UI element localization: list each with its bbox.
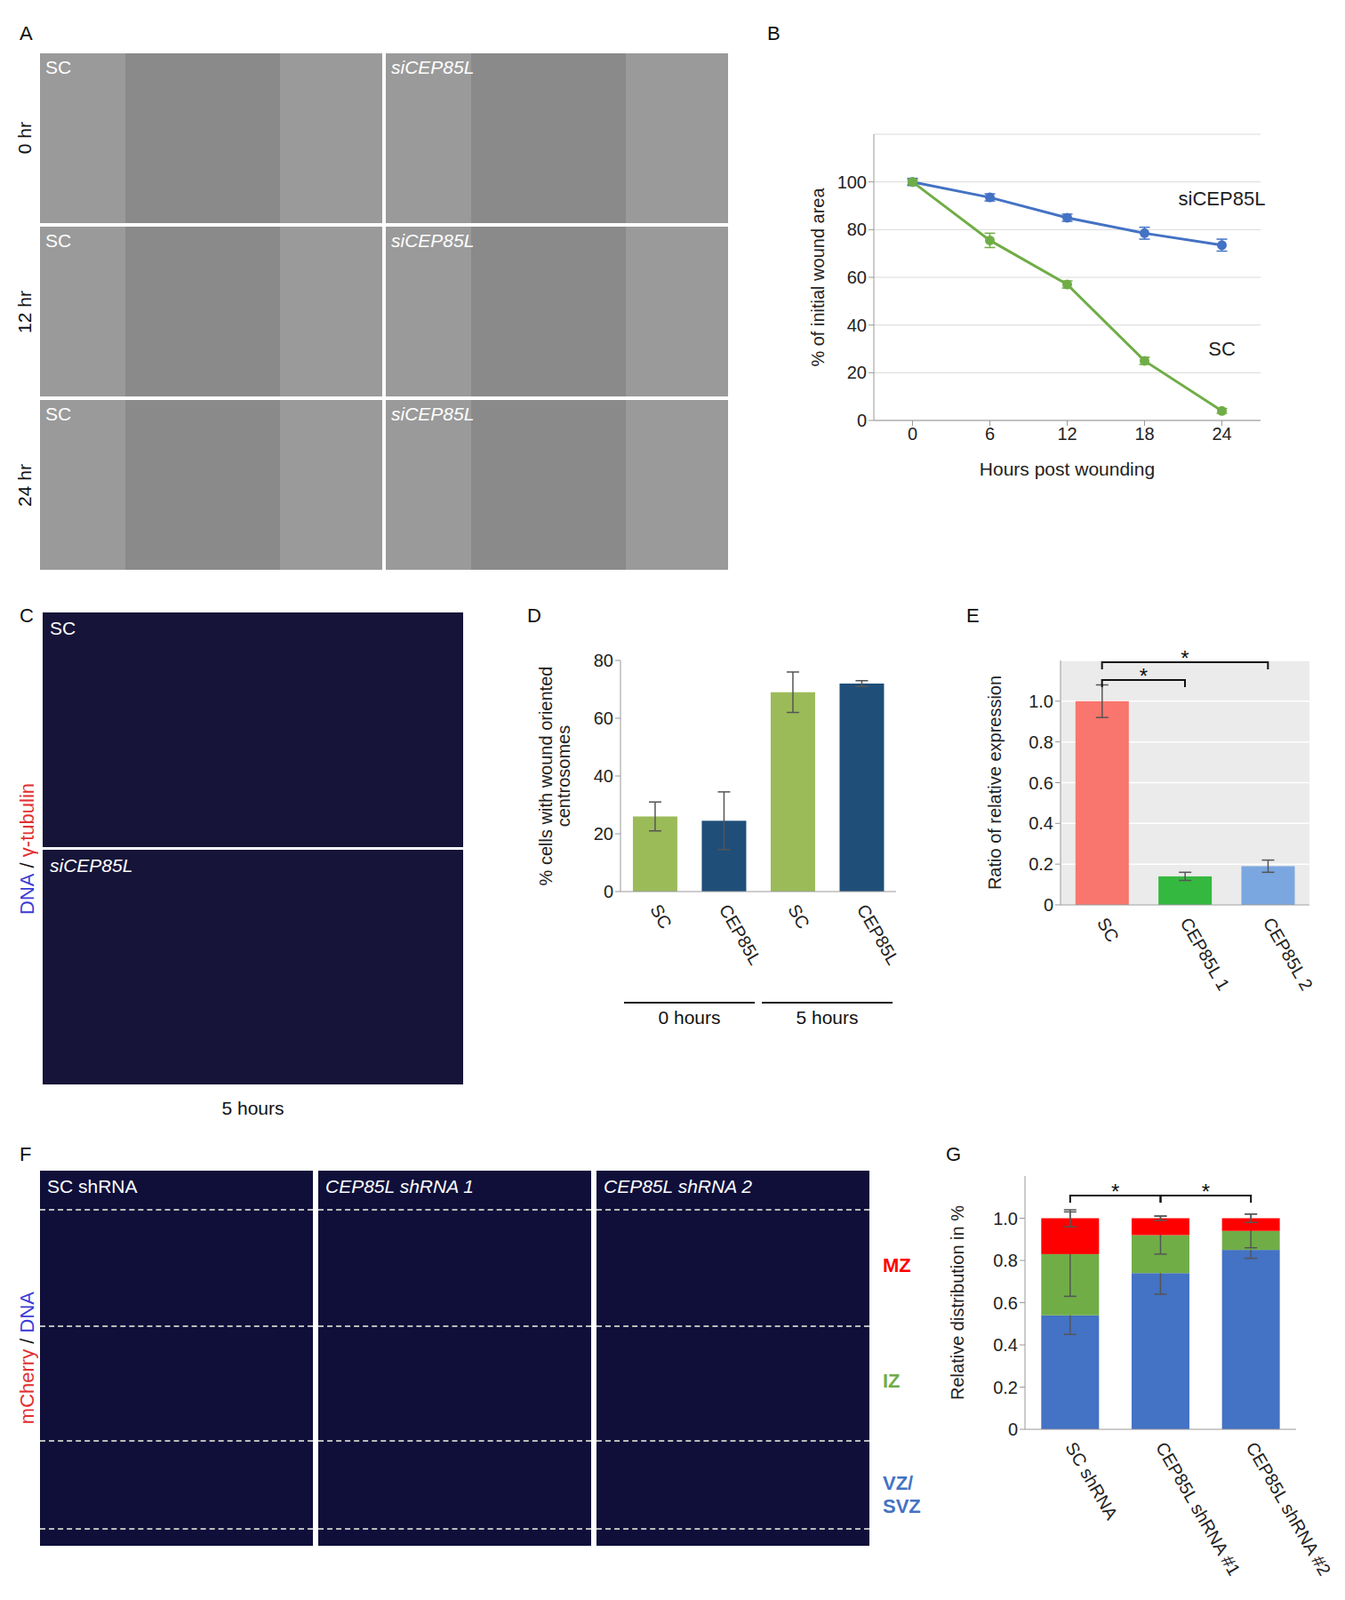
svg-text:0.8: 0.8 <box>1028 732 1054 753</box>
svg-text:40: 40 <box>847 315 867 336</box>
html-text:DNA: DNA <box>16 872 39 915</box>
html-text:mCherry: mCherry <box>16 1349 39 1425</box>
svg-text:*: * <box>1180 646 1189 671</box>
html-text:CEP85L shRNA 1: CEP85L shRNA 1 <box>325 1176 474 1197</box>
svg-text:0.8: 0.8 <box>992 1250 1018 1271</box>
svg-text:40: 40 <box>593 766 614 786</box>
svg-text:Ratio of relative expression: Ratio of relative expression <box>984 675 1005 890</box>
svg-text:24: 24 <box>1211 424 1232 444</box>
svg-text:0.2: 0.2 <box>1028 854 1054 874</box>
svg-text:SC: SC <box>784 901 814 933</box>
svg-text:1.0: 1.0 <box>1028 691 1054 712</box>
svg-text:CEP85L shRNA #1: CEP85L shRNA #1 <box>1152 1439 1245 1580</box>
html-text:SC shRNA: SC shRNA <box>47 1176 138 1197</box>
svg-text:SC: SC <box>1093 914 1123 946</box>
svg-text:0.4: 0.4 <box>1028 813 1054 833</box>
html-text:0 hr: 0 hr <box>14 122 35 155</box>
html-text:γ-tubulin: γ-tubulin <box>16 782 39 857</box>
svg-text:SC shRNA: SC shRNA <box>1061 1439 1122 1524</box>
svg-text:CEP85L: CEP85L <box>853 901 904 969</box>
svg-text:80: 80 <box>593 650 614 671</box>
svg-text:0.6: 0.6 <box>1028 773 1054 793</box>
svg-text:% of initial wound area: % of initial wound area <box>808 187 828 368</box>
svg-text:0: 0 <box>1043 895 1054 915</box>
svg-text:20: 20 <box>847 362 867 383</box>
svg-text:20: 20 <box>593 824 614 844</box>
svg-text:siCEP85L: siCEP85L <box>1178 187 1266 210</box>
html-text:C: C <box>19 604 34 627</box>
svg-text:60: 60 <box>593 708 614 729</box>
html-text:siCEP85L: siCEP85L <box>391 403 475 425</box>
svg-text:0: 0 <box>907 424 918 444</box>
html-text:CEP85L shRNA 2: CEP85L shRNA 2 <box>603 1176 752 1197</box>
html-text:A: A <box>19 22 33 45</box>
html-text:24 hr: 24 hr <box>14 463 35 507</box>
html-text:G: G <box>945 1143 962 1166</box>
html-text:IZ: IZ <box>882 1370 901 1393</box>
html-text:B: B <box>767 22 781 45</box>
svg-text:6: 6 <box>984 424 995 444</box>
html-text:siCEP85L: siCEP85L <box>391 56 475 78</box>
svg-text:1.0: 1.0 <box>992 1208 1018 1229</box>
html-text:D: D <box>527 604 542 627</box>
svg-text:0.4: 0.4 <box>992 1335 1018 1355</box>
svg-text:CEP85L: CEP85L <box>715 901 766 969</box>
html-text:5 hours: 5 hours <box>796 1007 859 1028</box>
svg-text:12: 12 <box>1056 424 1077 444</box>
html-text:E: E <box>966 604 980 627</box>
svg-text:0: 0 <box>603 881 614 902</box>
svg-text:CEP85L 2: CEP85L 2 <box>1259 914 1317 994</box>
svg-text:Hours post wounding: Hours post wounding <box>979 458 1155 480</box>
html-text:MZ: MZ <box>882 1254 912 1277</box>
html-text:siCEP85L: siCEP85L <box>49 855 133 876</box>
svg-text:CEP85L shRNA #2: CEP85L shRNA #2 <box>1242 1439 1336 1580</box>
svg-text:0: 0 <box>856 410 867 431</box>
svg-text:0.6: 0.6 <box>992 1293 1018 1313</box>
svg-text:60: 60 <box>847 267 867 288</box>
svg-text:100: 100 <box>837 172 867 193</box>
svg-text:0.2: 0.2 <box>992 1377 1018 1398</box>
html-text:SC: SC <box>45 403 72 425</box>
svg-text:18: 18 <box>1134 424 1154 444</box>
svg-text:CEP85L 1: CEP85L 1 <box>1176 914 1233 994</box>
svg-text:*: * <box>1139 664 1148 689</box>
html-text:VZ/SVZ: VZ/SVZ <box>882 1471 921 1518</box>
html-text:SC: SC <box>45 56 72 78</box>
svg-text:*: * <box>1201 1179 1210 1204</box>
svg-text:% cells with wound orientedcen: % cells with wound orientedcentrosomes <box>536 666 574 887</box>
html-text:5 hours: 5 hours <box>221 1097 285 1119</box>
html-text:DNA: DNA <box>16 1292 39 1334</box>
html-text:F: F <box>19 1143 32 1166</box>
svg-text:SC: SC <box>646 901 676 933</box>
html-text:SC: SC <box>49 617 76 639</box>
html-text:12 hr: 12 hr <box>14 290 35 333</box>
svg-text:Relative distribution in %: Relative distribution in % <box>947 1205 968 1401</box>
html-text:SC: SC <box>45 230 72 251</box>
html-text:0 hours: 0 hours <box>658 1007 721 1028</box>
svg-text:SC: SC <box>1208 337 1236 361</box>
svg-text:80: 80 <box>847 219 867 240</box>
svg-text:*: * <box>1111 1179 1120 1204</box>
html-text:siCEP85L: siCEP85L <box>391 230 475 251</box>
svg-text:0: 0 <box>1008 1419 1018 1440</box>
